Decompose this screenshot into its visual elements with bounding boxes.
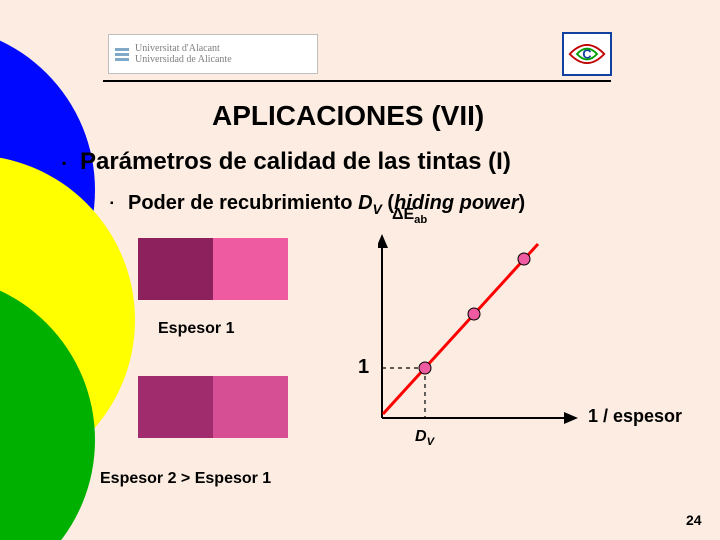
bullet-2-prefix: Poder de recubrimiento [128,192,358,214]
bullet-1-text: Parámetros de calidad de las tintas (I) [80,148,511,176]
swatch-pair-2-left [138,376,213,438]
swatch-2-label: Espesor 2 > Espesor 1 [100,470,271,488]
chart-right-label: 1 / espesor [588,406,682,427]
swatch-pair-1-left [138,238,213,300]
slide-title: APLICACIONES (VII) [212,100,484,132]
swatch-1-label: Espesor 1 [158,320,234,338]
svg-text:C: C [582,47,591,62]
secondary-logo: C [562,32,612,76]
bullet-2-marker: ▪ [110,192,114,209]
bullet-2-var: D [358,192,372,214]
bullet-1-marker: ▪ [62,148,66,170]
swatch-pair-2 [138,376,288,438]
university-logo: Universitat d'AlacantUniversidad de Alic… [108,34,318,74]
swatch-pair-1-right [213,238,288,300]
chart-y-label: ΔEab [392,206,427,226]
bullet-2-text: Poder de recubrimiento DV (hiding power) [128,192,525,217]
swatch-pair-1 [138,238,288,300]
chart-ytick-1: 1 [358,356,369,379]
university-logo-text: Universitat d'AlacantUniversidad de Alic… [135,43,232,65]
header-rule [103,80,611,82]
hiding-power-chart: ΔEab1DV [378,234,578,424]
page-number: 24 [686,512,702,528]
bullet-2-sub: V [373,201,382,217]
university-logo-icon [115,48,129,61]
chart-x-label: DV [415,428,434,448]
swatch-pair-2-right [213,376,288,438]
